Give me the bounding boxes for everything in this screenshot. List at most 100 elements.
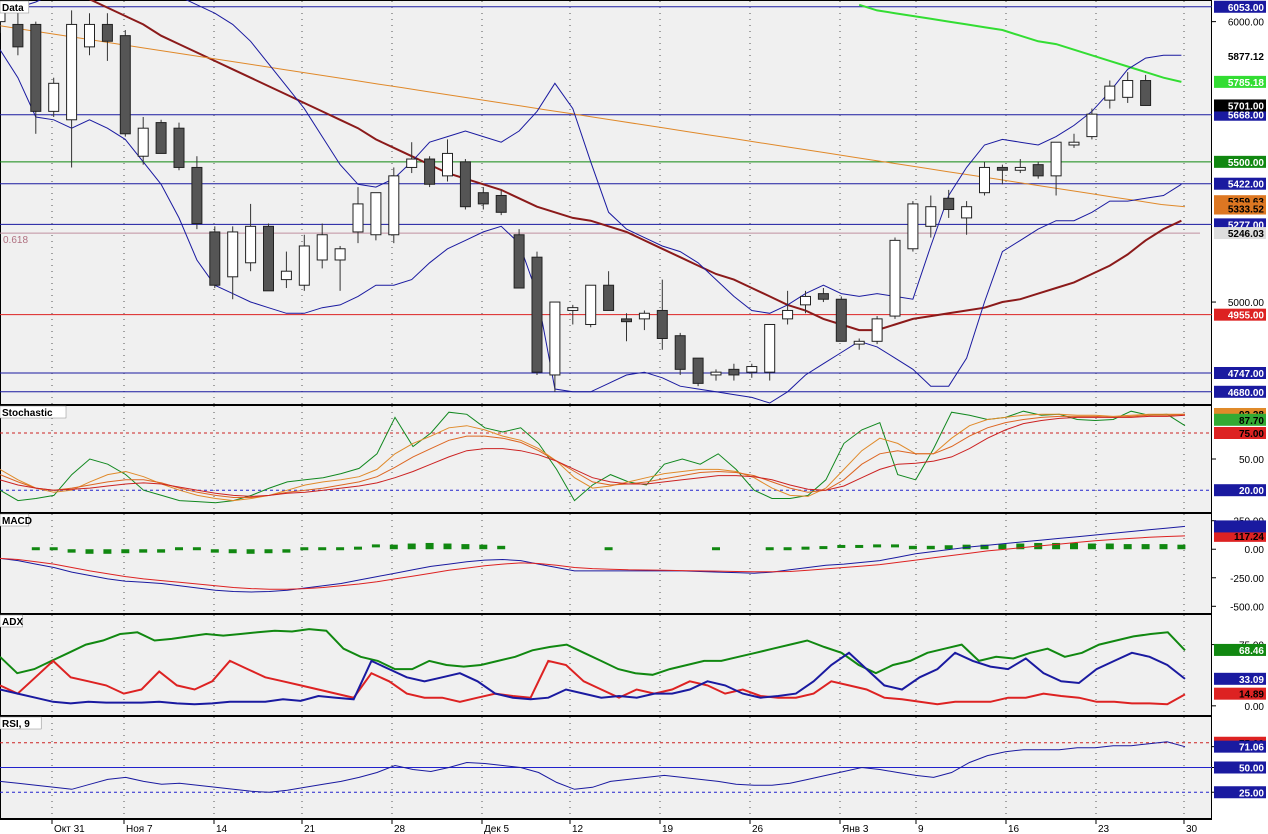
candle-body <box>728 368 740 376</box>
value-tag-label: 5785.18 <box>1228 78 1265 89</box>
panel-bg <box>0 614 1212 716</box>
panel-border <box>0 405 1212 513</box>
axis-label: -250.00 <box>1230 574 1264 585</box>
histogram-bar <box>908 545 917 550</box>
candle-body <box>209 231 221 286</box>
panel-title-bg <box>0 716 42 730</box>
histogram-bar <box>121 549 130 554</box>
candle-body <box>907 203 919 250</box>
value-tag-label: 68.46 <box>1239 646 1264 657</box>
value-tag-label: 71.06 <box>1239 743 1264 754</box>
histogram-bar <box>67 549 76 553</box>
histogram-bar <box>855 544 864 548</box>
candle-body <box>996 166 1008 171</box>
panel-main: 0.618 6000.00 5000.00 6053.00 5668.00 5500.00… <box>0 0 1268 405</box>
candle-body <box>388 175 400 236</box>
axis-label: 50.00 <box>1239 455 1264 466</box>
panel-title-bg <box>0 614 23 628</box>
level-tag-label: 6053.00 <box>1228 3 1265 14</box>
value-tag-label: 87.70 <box>1239 416 1264 427</box>
axis-label: -500.00 <box>1230 602 1264 613</box>
value-tag <box>1214 50 1266 63</box>
candle-body <box>835 298 847 342</box>
date-label: 23 <box>1098 824 1110 834</box>
value-tag <box>1214 202 1266 215</box>
histogram-bar <box>336 547 345 551</box>
candle-body <box>853 340 865 345</box>
level-tag-label: 5668.00 <box>1228 111 1265 122</box>
candle-body <box>245 225 257 264</box>
candle-body <box>674 335 686 370</box>
histogram-bar <box>801 546 810 550</box>
candle-body <box>764 323 776 373</box>
candle-body <box>424 158 436 185</box>
panel-border <box>0 513 1212 614</box>
candle-body <box>1122 80 1134 98</box>
panel-bg <box>0 405 1212 513</box>
histogram-bar <box>354 546 362 550</box>
panel-title-bg <box>0 513 30 527</box>
histogram-bar <box>712 547 720 551</box>
histogram-bar <box>103 549 112 554</box>
candle-body <box>943 197 955 211</box>
candle-body <box>370 192 382 236</box>
value-tag <box>1214 761 1266 774</box>
value-tag-label: 5701.00 <box>1228 101 1265 112</box>
histogram-bar <box>1141 544 1150 550</box>
histogram-bar <box>1052 542 1061 550</box>
series-line-2 <box>0 413 1186 498</box>
histogram-bar <box>837 544 846 548</box>
series-line-0 <box>0 628 1186 676</box>
date-label: 12 <box>572 824 584 834</box>
candle-body <box>227 231 239 278</box>
panel-title: Data <box>2 3 24 14</box>
histogram-bar <box>300 547 309 551</box>
candle-body <box>656 309 668 340</box>
panel-title-bg <box>0 0 30 14</box>
histogram-bar <box>175 547 183 551</box>
candle-body <box>782 309 794 320</box>
histogram-bar <box>210 549 219 553</box>
value-tag-label: 117.24 <box>1234 532 1264 543</box>
candle-body <box>66 23 78 121</box>
candle-body <box>531 256 543 373</box>
series-line-0 <box>0 741 1186 793</box>
histogram-bar <box>783 547 792 551</box>
fib-label: 0.618 <box>3 235 28 246</box>
histogram-bar <box>1105 543 1114 550</box>
histogram-bar <box>85 549 94 554</box>
candle-body <box>334 248 346 261</box>
histogram-bar <box>1016 543 1025 550</box>
value-tag <box>1214 75 1266 88</box>
panel-title: ADX <box>2 617 23 628</box>
panel-bg <box>0 513 1212 614</box>
candle-body <box>710 371 722 376</box>
candle-body <box>173 127 185 168</box>
level-tag <box>1214 155 1266 168</box>
overlay-ma-green <box>858 3 1182 83</box>
candle-body <box>513 234 525 289</box>
candle-body <box>12 23 24 48</box>
value-tag <box>1214 427 1266 439</box>
histogram-bar <box>1123 544 1132 550</box>
histogram-bar <box>443 543 452 550</box>
candle-body <box>961 206 973 219</box>
candle-body <box>406 158 418 168</box>
level-tag <box>1214 308 1266 321</box>
panel-title: Stochastic <box>2 408 53 419</box>
candle-body <box>979 166 990 194</box>
value-tag <box>1214 227 1266 240</box>
date-label: 16 <box>1008 824 1020 834</box>
candle-body <box>137 127 149 157</box>
candle-body <box>119 35 131 135</box>
histogram-bar <box>998 544 1007 550</box>
value-tag <box>1214 740 1266 753</box>
value-tag <box>1214 672 1266 685</box>
histogram-bar <box>371 544 380 548</box>
histogram-bar <box>157 549 166 553</box>
axis-label: 6000.00 <box>1228 18 1265 29</box>
histogram-bar <box>604 547 613 551</box>
candle-body <box>889 239 901 317</box>
candle-body <box>280 270 292 281</box>
